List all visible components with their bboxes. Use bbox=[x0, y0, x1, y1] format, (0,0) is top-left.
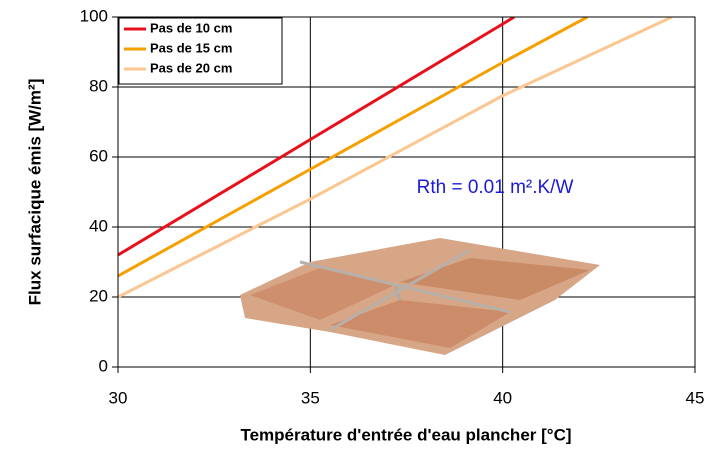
y-tick-label: 60 bbox=[89, 146, 108, 165]
y-tick-label: 0 bbox=[99, 356, 108, 375]
legend-label: Pas de 20 cm bbox=[150, 60, 232, 75]
x-tick-label: 45 bbox=[686, 388, 705, 407]
tile-image bbox=[240, 238, 600, 355]
legend-label: Pas de 15 cm bbox=[150, 40, 232, 55]
y-tick-label: 40 bbox=[89, 216, 108, 235]
annotation: Rth = 0.01 m².K/W bbox=[417, 177, 574, 198]
x-tick-label: 35 bbox=[301, 388, 320, 407]
legend-label: Pas de 10 cm bbox=[150, 20, 232, 35]
y-axis-label: Flux surfacique émis [W/m²] bbox=[25, 79, 44, 306]
x-tick-label: 30 bbox=[109, 388, 128, 407]
x-axis-label: Température d'entrée d'eau plancher [°C] bbox=[240, 425, 571, 444]
legend: Pas de 10 cm Pas de 15 cm Pas de 20 cm bbox=[119, 18, 282, 84]
y-tick-label: 80 bbox=[89, 76, 108, 95]
y-tick-label: 100 bbox=[80, 6, 108, 25]
chart: Rth = 0.01 m².K/W Température d'entrée d… bbox=[0, 0, 724, 451]
y-tick-label: 20 bbox=[89, 286, 108, 305]
x-tick-label: 40 bbox=[493, 388, 512, 407]
